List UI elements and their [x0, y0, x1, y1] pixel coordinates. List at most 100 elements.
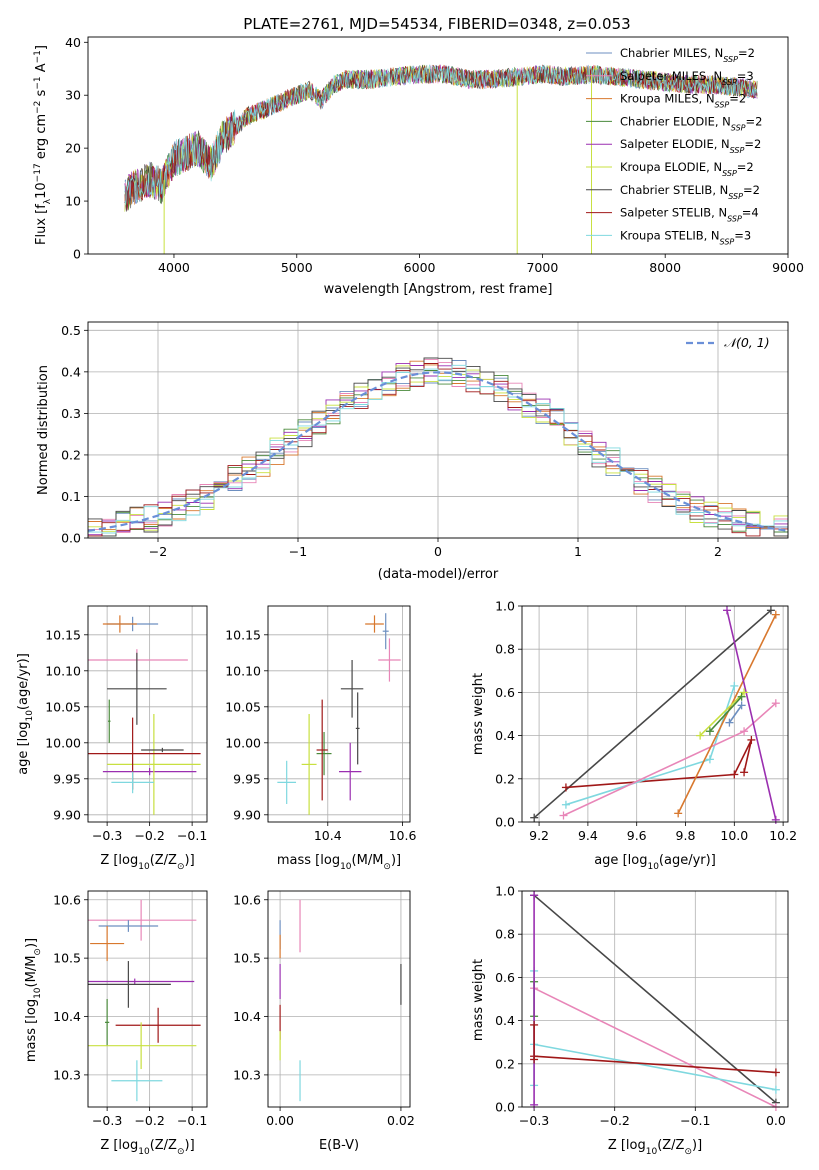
- legend-sub: SSP: [715, 100, 730, 109]
- legend-label: Kroupa STELIB, NSSP=3: [620, 228, 751, 246]
- errorbars-mass_vs_Z: [88, 899, 201, 1102]
- weight-line-salpeter_miles: [533, 987, 777, 1108]
- label-part: s: [34, 89, 49, 100]
- legend-text: Chabrier ELODIE, N: [620, 114, 731, 128]
- legend-text: Salpeter STELIB, N: [620, 206, 727, 220]
- errorbars-age_vs_Z: [88, 615, 201, 815]
- label-part: )]: [24, 938, 39, 948]
- weight-line-kroupa_stelib: [565, 685, 736, 806]
- label-part: mass [log: [277, 853, 340, 868]
- weight-line-salpeter_stelib: [565, 739, 753, 789]
- y-tick-label: 10: [65, 194, 81, 209]
- x-tick-label: −0.2: [600, 1113, 630, 1128]
- y-tick-label: 10.4: [233, 1009, 261, 1024]
- histogram-kroupa_stelib: [88, 364, 788, 534]
- label-part: (age/yr)]: [16, 653, 31, 710]
- legend-sub: SSP: [722, 77, 737, 86]
- y-axis-label: Flux [fλ10−17 erg cm−2 s−1 A−1]: [33, 45, 53, 245]
- label-part: age [log: [594, 853, 647, 868]
- y-tick-label: 9.90: [233, 807, 261, 822]
- weight-line-chabrier_stelib: [533, 894, 777, 1104]
- spectrum-kroupa_stelib: [124, 64, 758, 206]
- legend-sub: SSP: [731, 123, 746, 132]
- histograms: [88, 357, 788, 537]
- y-axis-label: mass [log10(M/M⊙)]: [24, 938, 43, 1062]
- y-tick-label: 10.15: [45, 627, 81, 642]
- x-tick-label: 10.2: [769, 828, 797, 843]
- legend-text: Chabrier MILES, N: [620, 46, 723, 60]
- axes-frame: [267, 890, 411, 1108]
- legend-n: =3: [734, 228, 751, 242]
- x-tick-label: 9000: [772, 260, 804, 275]
- axes-frame: [267, 605, 411, 823]
- legend-sub: SSP: [727, 214, 742, 223]
- label-part: 10: [340, 862, 352, 872]
- legend-n: =2: [746, 114, 763, 128]
- x-tick-label: −0.1: [177, 828, 207, 843]
- x-tick-label: −2: [149, 544, 167, 559]
- y-tick-label: 40: [65, 35, 81, 50]
- y-tick-label: 0.5: [61, 323, 81, 338]
- legend-text: Chabrier STELIB, N: [620, 183, 728, 197]
- x-axis-label: Z [log10(Z/Z⊙)]: [608, 1138, 702, 1157]
- legend-normal-label: 𝒩(0, 1): [724, 335, 770, 350]
- legend-n: =2: [738, 46, 755, 60]
- axes-frame: [87, 321, 789, 539]
- y-tick-label: 0.3: [61, 406, 81, 421]
- weight-line-salpeter_stelib: [534, 1055, 776, 1074]
- label-part: (M/M: [24, 956, 39, 988]
- label-part: )]: [185, 853, 195, 868]
- label-part: (Z/Z: [150, 1138, 177, 1153]
- y-tick-label: 1.0: [495, 884, 515, 899]
- y-tick-label: 10.00: [45, 735, 81, 750]
- legend-n: =2: [744, 137, 761, 151]
- y-tick-label: 0.4: [495, 1013, 515, 1028]
- y-tick-label: 0.8: [495, 642, 515, 657]
- legend-text: Kroupa MILES, N: [620, 92, 715, 106]
- legend-sub: SSP: [722, 169, 737, 178]
- x-tick-label: −0.1: [680, 1113, 710, 1128]
- spectrum-lines: [124, 64, 758, 254]
- y-tick-label: 10.10: [45, 663, 81, 678]
- legend-text: Kroupa ELODIE, N: [620, 160, 722, 174]
- x-tick-label: 2: [714, 544, 722, 559]
- axes-frame: [87, 890, 208, 1108]
- axes-frame: [87, 605, 208, 823]
- y-tick-label: 10.15: [225, 627, 261, 642]
- legend-label: Salpeter ELODIE, NSSP=2: [620, 137, 761, 155]
- x-tick-label: 10.6: [389, 828, 417, 843]
- x-tick-label: 5000: [281, 260, 313, 275]
- x-tick-label: −0.3: [519, 1113, 549, 1128]
- label-part: ⊙: [33, 948, 43, 956]
- y-axis-label: mass weight: [471, 673, 486, 755]
- label-part: A: [34, 63, 49, 76]
- legend-label: Chabrier ELODIE, NSSP=2: [620, 114, 762, 131]
- y-axis-label: Normed distribution: [36, 365, 51, 495]
- y-tick-label: 0.2: [495, 1056, 515, 1071]
- axes-frame: [521, 890, 789, 1108]
- errorbars-age_vs_mass: [277, 613, 401, 815]
- axes-frame: [87, 36, 789, 255]
- x-tick-label: 10.4: [314, 828, 342, 843]
- label-part: 10: [25, 710, 35, 722]
- x-tick-label: −0.2: [134, 1113, 164, 1128]
- x-tick-label: 0.02: [387, 1113, 415, 1128]
- y-tick-label: 10.3: [233, 1067, 261, 1082]
- x-axis-label: (data-model)/error: [378, 567, 499, 582]
- y-tick-label: 0.4: [61, 364, 81, 379]
- x-axis-label: mass [log10(M/M⊙)]: [277, 853, 401, 872]
- x-tick-label: −0.3: [92, 828, 122, 843]
- label-part: age [log: [16, 722, 31, 775]
- x-tick-label: 4000: [158, 260, 190, 275]
- legend-text: Salpeter ELODIE, N: [620, 137, 730, 151]
- label-part: ⊙: [383, 862, 391, 872]
- legend-sub: SSP: [728, 191, 743, 200]
- legend-text: Salpeter MILES, N: [620, 69, 722, 83]
- label-part: 10: [647, 862, 659, 872]
- weight-line-salpeter_miles: [563, 702, 777, 817]
- label-part: −2: [33, 101, 43, 114]
- legend-label: Kroupa MILES, NSSP=2: [620, 92, 746, 110]
- y-tick-label: 9.95: [53, 771, 81, 786]
- y-tick-label: 10.05: [45, 699, 81, 714]
- axes-frame: [521, 605, 789, 823]
